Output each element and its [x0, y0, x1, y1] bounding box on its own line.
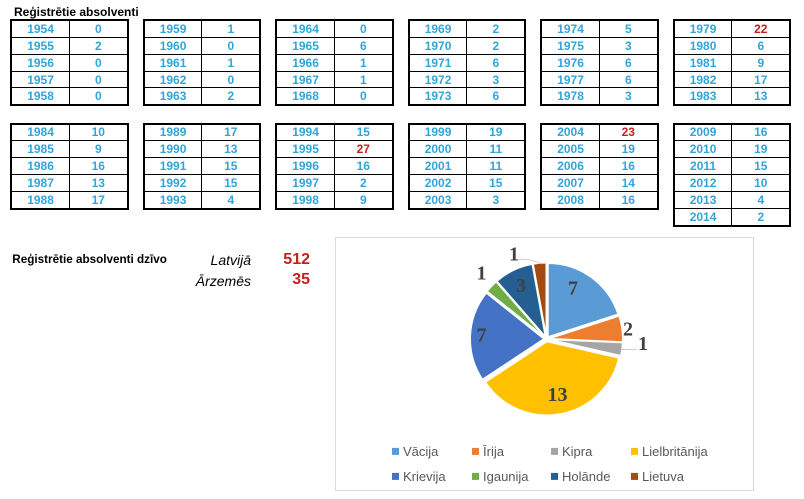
- svg-text:2: 2: [623, 319, 633, 341]
- svg-text:1: 1: [477, 263, 487, 285]
- svg-text:13: 13: [548, 384, 568, 406]
- svg-text:Lietuva: Lietuva: [642, 469, 685, 484]
- svg-text:1: 1: [509, 244, 519, 266]
- svg-text:Kipra: Kipra: [562, 444, 593, 459]
- svg-text:Krievija: Krievija: [403, 469, 446, 484]
- svg-text:1: 1: [638, 333, 648, 355]
- svg-text:7: 7: [477, 325, 487, 347]
- svg-text:7: 7: [568, 278, 578, 300]
- svg-text:Igaunija: Igaunija: [483, 469, 529, 484]
- svg-text:Īrija: Īrija: [483, 444, 505, 459]
- svg-text:3: 3: [516, 275, 526, 297]
- svg-text:Holānde: Holānde: [562, 469, 610, 484]
- svg-text:Vācija: Vācija: [403, 444, 439, 459]
- svg-text:Lielbritānija: Lielbritānija: [642, 444, 709, 459]
